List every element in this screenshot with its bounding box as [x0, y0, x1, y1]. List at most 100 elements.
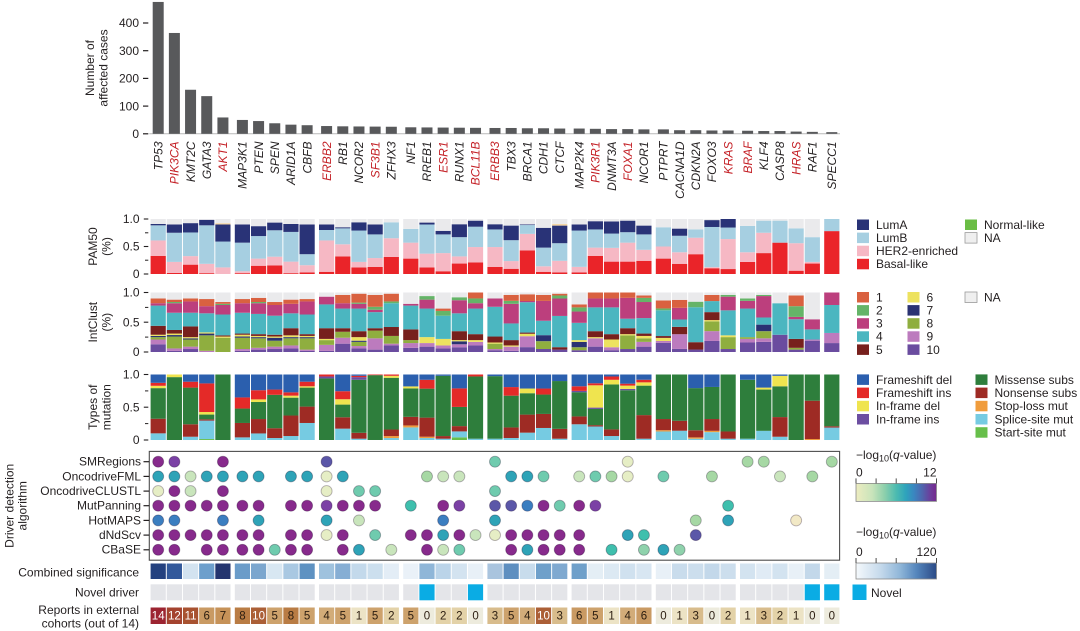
- svg-text:SPECC1: SPECC1: [825, 142, 839, 190]
- svg-text:Frameshift del: Frameshift del: [876, 373, 952, 387]
- svg-text:NCOR2: NCOR2: [352, 141, 366, 183]
- svg-text:Types of: Types of: [86, 384, 100, 430]
- svg-text:3: 3: [693, 611, 699, 623]
- svg-text:10: 10: [927, 343, 941, 357]
- svg-text:1: 1: [793, 611, 799, 623]
- svg-text:3: 3: [761, 611, 767, 623]
- svg-text:(%): (%): [100, 313, 114, 332]
- svg-text:5: 5: [508, 611, 514, 623]
- svg-text:4: 4: [524, 611, 531, 623]
- svg-text:Stop-loss mut: Stop-loss mut: [995, 399, 1069, 413]
- svg-text:ERBB2: ERBB2: [320, 141, 334, 181]
- svg-text:BRAF: BRAF: [741, 141, 755, 174]
- svg-text:12: 12: [923, 465, 937, 479]
- svg-text:1.0: 1.0: [123, 368, 140, 382]
- svg-text:OncodriveFML: OncodriveFML: [62, 469, 141, 483]
- svg-text:0: 0: [132, 127, 139, 141]
- svg-text:ESR1: ESR1: [436, 142, 450, 173]
- svg-text:6: 6: [927, 290, 934, 304]
- svg-text:MAP2K4: MAP2K4: [572, 141, 586, 189]
- svg-text:2: 2: [876, 304, 883, 318]
- svg-text:1: 1: [356, 611, 362, 623]
- svg-text:10: 10: [252, 611, 265, 623]
- svg-text:0: 0: [472, 611, 478, 623]
- svg-text:DNMT3A: DNMT3A: [605, 142, 619, 191]
- svg-text:5: 5: [408, 611, 414, 623]
- svg-text:3: 3: [876, 317, 883, 331]
- svg-text:7: 7: [220, 611, 226, 623]
- svg-text:5: 5: [340, 611, 346, 623]
- svg-text:Frameshift ins: Frameshift ins: [876, 386, 951, 400]
- svg-text:algorithm: algorithm: [16, 481, 30, 530]
- svg-text:KLF4: KLF4: [757, 141, 771, 170]
- svg-text:1.0: 1.0: [123, 212, 140, 226]
- svg-text:100: 100: [119, 99, 139, 113]
- svg-text:AKT1: AKT1: [216, 142, 230, 173]
- svg-text:PIK3CA: PIK3CA: [168, 142, 182, 185]
- svg-text:14: 14: [152, 611, 165, 623]
- svg-text:5: 5: [372, 611, 378, 623]
- svg-text:Driver detection: Driver detection: [3, 464, 17, 548]
- svg-text:0: 0: [856, 545, 863, 559]
- svg-text:2: 2: [440, 611, 446, 623]
- svg-text:NA: NA: [984, 290, 1001, 304]
- svg-text:In-frame del: In-frame del: [876, 399, 940, 413]
- svg-text:7: 7: [927, 304, 934, 318]
- svg-text:ZFHX3: ZFHX3: [385, 141, 399, 180]
- svg-text:TBX3: TBX3: [504, 141, 518, 171]
- svg-text:5: 5: [876, 343, 883, 357]
- svg-text:PAM50: PAM50: [86, 227, 100, 266]
- svg-text:CASP8: CASP8: [773, 141, 787, 181]
- svg-text:10: 10: [537, 611, 550, 623]
- svg-text:0: 0: [660, 611, 666, 623]
- svg-text:FOXA1: FOXA1: [621, 142, 635, 181]
- svg-text:KRAS: KRAS: [721, 142, 735, 175]
- svg-text:PTEN: PTEN: [252, 141, 266, 173]
- svg-text:8: 8: [239, 611, 245, 623]
- svg-text:4: 4: [625, 611, 632, 623]
- svg-text:LumB: LumB: [876, 231, 907, 245]
- svg-text:200: 200: [119, 72, 139, 86]
- svg-text:RREB1: RREB1: [420, 142, 434, 182]
- svg-text:Missense subs: Missense subs: [995, 373, 1074, 387]
- svg-text:2: 2: [725, 611, 731, 623]
- svg-text:Basal-like: Basal-like: [876, 257, 928, 271]
- svg-text:CBaSE: CBaSE: [102, 543, 141, 557]
- svg-text:1: 1: [876, 290, 883, 304]
- svg-text:4: 4: [876, 330, 883, 344]
- svg-text:SF3B1: SF3B1: [368, 142, 382, 179]
- svg-text:Reports in external: Reports in external: [38, 603, 139, 617]
- svg-text:11: 11: [185, 611, 197, 623]
- svg-text:RB1: RB1: [336, 142, 350, 165]
- svg-text:0: 0: [133, 345, 140, 359]
- svg-text:2: 2: [388, 611, 394, 623]
- svg-text:400: 400: [119, 16, 139, 30]
- svg-text:5: 5: [304, 611, 310, 623]
- svg-text:3: 3: [492, 611, 498, 623]
- svg-text:0: 0: [709, 611, 715, 623]
- svg-text:FOXO3: FOXO3: [705, 141, 719, 182]
- svg-text:1: 1: [744, 611, 750, 623]
- svg-text:Combined significance: Combined significance: [18, 566, 139, 580]
- svg-text:GATA3: GATA3: [200, 141, 214, 179]
- svg-text:120: 120: [916, 545, 936, 559]
- svg-text:PIK3R1: PIK3R1: [589, 142, 603, 183]
- svg-text:12: 12: [168, 611, 181, 623]
- svg-text:5: 5: [592, 611, 598, 623]
- svg-text:6: 6: [576, 611, 582, 623]
- svg-text:Splice-site mut: Splice-site mut: [995, 412, 1074, 426]
- svg-text:In-frame ins: In-frame ins: [876, 412, 939, 426]
- svg-text:6: 6: [641, 611, 647, 623]
- svg-text:HotMAPS: HotMAPS: [88, 513, 141, 527]
- svg-text:−log10(q-value): −log10(q-value): [856, 448, 936, 464]
- svg-text:0.5: 0.5: [123, 315, 140, 329]
- svg-text:4: 4: [323, 611, 330, 623]
- svg-text:CBFB: CBFB: [300, 142, 314, 174]
- svg-text:Novel: Novel: [871, 586, 902, 600]
- svg-text:Novel driver: Novel driver: [75, 586, 139, 600]
- svg-text:dNdScv: dNdScv: [99, 528, 141, 542]
- svg-text:Start-site mut: Start-site mut: [995, 426, 1067, 440]
- svg-text:BRCA1: BRCA1: [521, 142, 535, 182]
- svg-text:0: 0: [829, 611, 835, 623]
- svg-text:Nonsense subs: Nonsense subs: [995, 386, 1078, 400]
